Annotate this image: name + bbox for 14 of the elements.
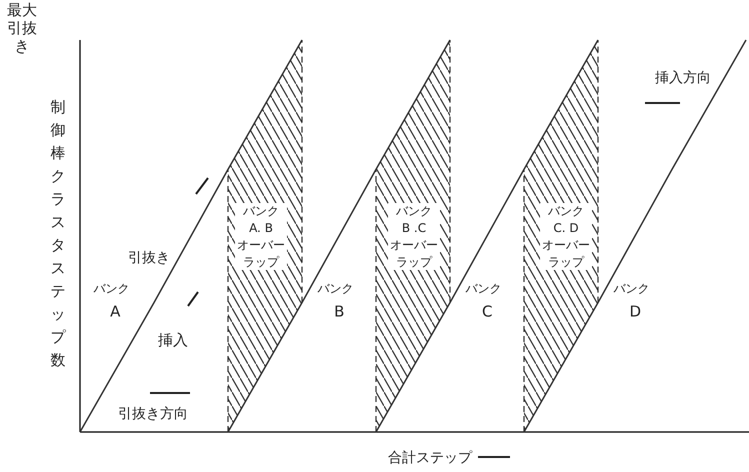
- series-label: バンク C: [464, 282, 502, 321]
- annotation: 最大引抜き: [7, 1, 37, 55]
- series-label: バンク A: [92, 282, 130, 321]
- annotation: 挿入方向: [655, 70, 711, 86]
- annotation: 挿入: [158, 331, 188, 349]
- series-label: バンク B: [316, 282, 354, 321]
- annotation: バンク A. B オーバーラップ: [235, 203, 287, 270]
- text: 制御棒クラスタステップ数: [50, 98, 66, 369]
- series-label: バンク D: [612, 282, 650, 321]
- annotation: バンク C. D オーバーラップ: [540, 203, 592, 270]
- annotation: バンク B .C オーバーラップ: [388, 203, 440, 270]
- annotation: 引抜き: [128, 250, 170, 266]
- annotation: 引抜き方向: [118, 406, 188, 422]
- x-axis-title: 合計ステップ: [388, 450, 473, 466]
